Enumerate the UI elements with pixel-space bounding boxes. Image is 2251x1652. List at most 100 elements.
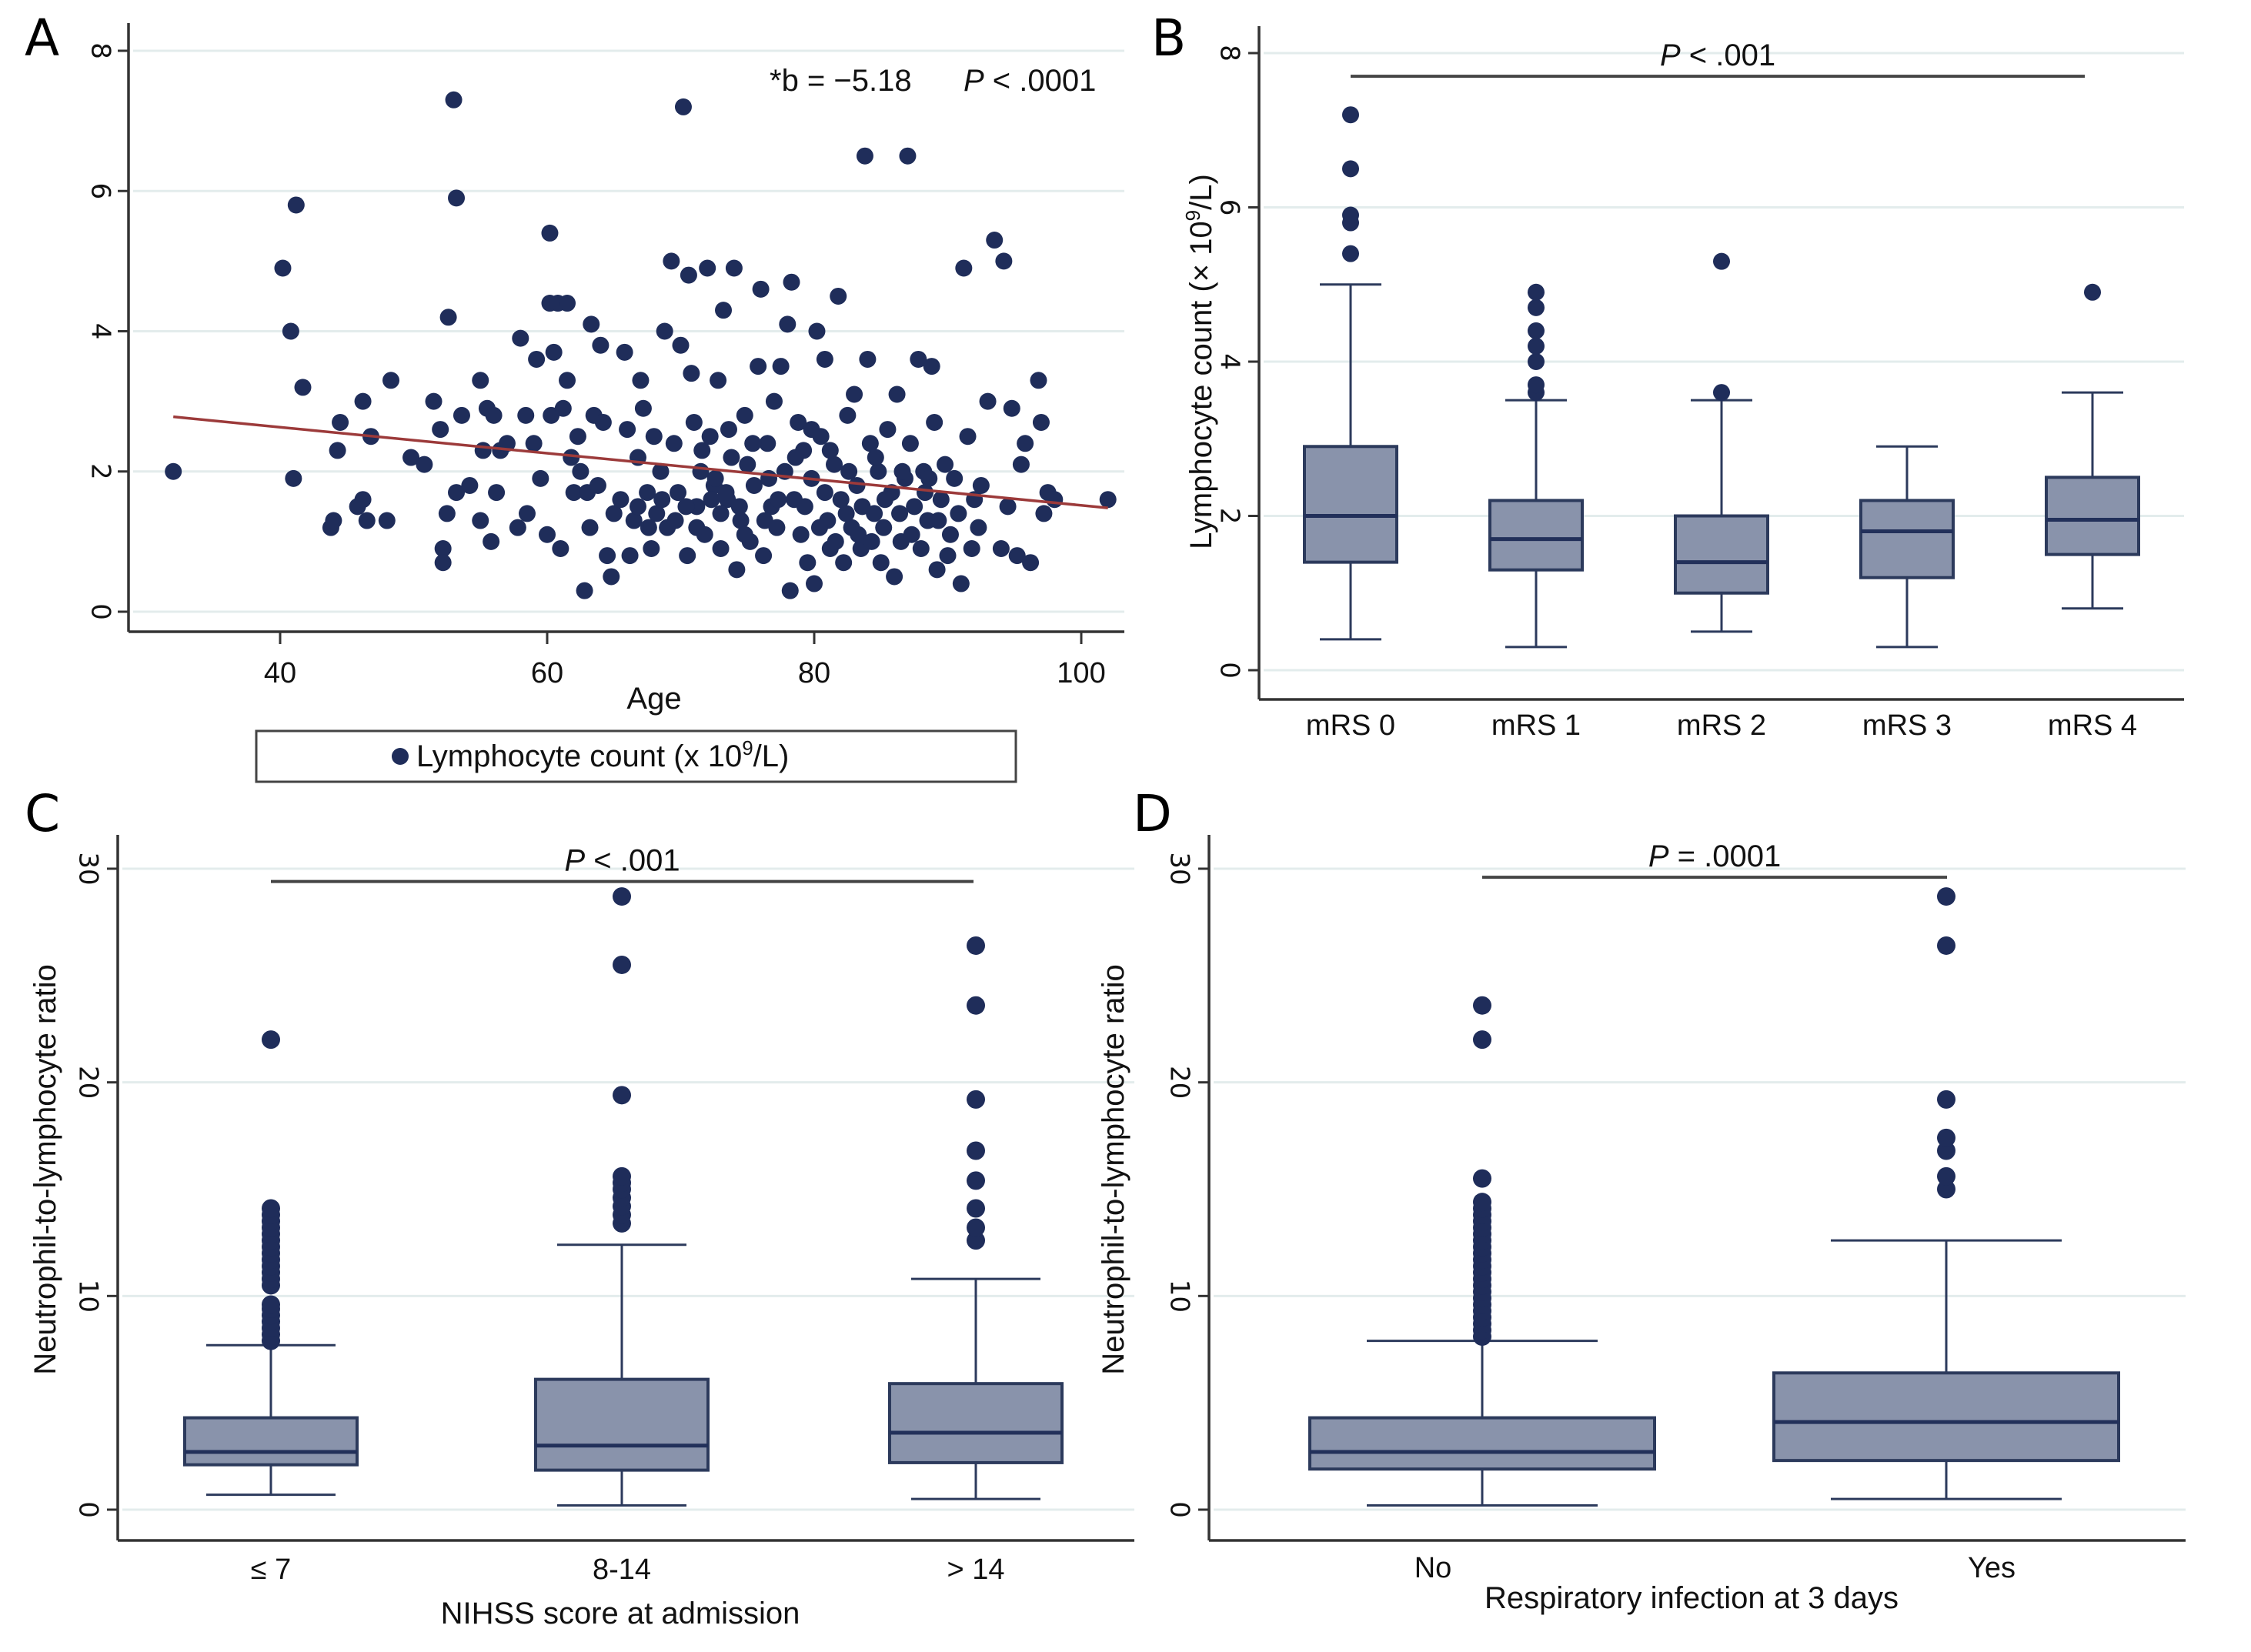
scatter-point (274, 259, 292, 277)
scatter-point (402, 449, 420, 466)
scatter-point (830, 287, 847, 305)
scatter-point (354, 392, 372, 410)
scatter-point (787, 449, 804, 466)
scatter-point (645, 428, 663, 446)
scatter-point (559, 372, 576, 389)
scatter-point (517, 406, 535, 424)
scatter-point (472, 372, 489, 389)
scatter-point (1008, 547, 1026, 565)
outlier-point (1528, 299, 1545, 316)
scatter-point (665, 435, 683, 452)
scatter-point (806, 575, 823, 592)
outlier-point (967, 996, 985, 1015)
scatter-point (629, 498, 646, 516)
p-value-label: P < .001 (564, 844, 680, 878)
scatter-point (605, 505, 623, 522)
scatter-point (425, 392, 443, 410)
scatter-point (899, 147, 917, 165)
scatter-point (745, 476, 763, 494)
scatter-point (730, 498, 748, 516)
scatter-point (725, 259, 743, 277)
scatter-point (448, 484, 466, 502)
scatter-point (592, 336, 610, 354)
scatter-point (728, 561, 746, 579)
scatter-point (736, 526, 753, 543)
box-iqr (1674, 514, 1769, 595)
regression-line (173, 415, 1108, 509)
outlier-point (1937, 1090, 1955, 1109)
scatter-point (979, 392, 997, 410)
scatter-point (995, 252, 1013, 270)
box-iqr (1303, 445, 1398, 564)
x-axis-title: Age (626, 682, 681, 716)
y-tick-label: 6 (85, 182, 116, 199)
scatter-point (576, 582, 593, 599)
scatter-point (545, 343, 563, 361)
outlier-point (1342, 245, 1359, 262)
scatter-point (358, 512, 376, 529)
scatter-point (867, 449, 884, 466)
scatter-point (699, 259, 716, 277)
scatter-point (541, 224, 559, 242)
scatter-point (692, 462, 710, 480)
box-iqr (183, 1416, 359, 1467)
box-iqr (534, 1377, 710, 1472)
scatter-point (853, 498, 871, 516)
outlier-point (1473, 1193, 1491, 1212)
annotation-b: *b = −5.18 (770, 64, 912, 98)
y-tick-label: 10 (73, 1280, 104, 1313)
category-label: mRS 2 (1677, 709, 1766, 742)
scatter-point (652, 462, 670, 480)
scatter-point (1099, 491, 1117, 509)
box-iqr (1488, 499, 1584, 572)
x-tick-label: 100 (1057, 657, 1105, 689)
scatter-point (461, 476, 479, 494)
y-tick-label: 0 (1214, 662, 1245, 679)
scatter-point (518, 505, 536, 522)
scatter-point (528, 350, 546, 368)
scatter-point (434, 554, 452, 572)
category-label: > 14 (947, 1554, 1004, 1586)
annotation-p: P < .0001 (964, 64, 1096, 98)
scatter-point (472, 512, 489, 529)
panel-letter-a: A (25, 8, 59, 68)
outlier-point (1937, 1128, 1955, 1147)
outlier-point (1342, 206, 1359, 224)
scatter-point (736, 406, 753, 424)
x-axis-title: Respiratory infection at 3 days (1485, 1581, 1899, 1615)
scatter-point (688, 519, 706, 536)
scatter-point (772, 358, 790, 375)
scatter-point (723, 449, 740, 466)
scatter-point (563, 449, 580, 466)
scatter-point (693, 442, 711, 459)
scatter-point (840, 462, 858, 480)
outlier-point (1528, 322, 1545, 339)
y-tick-label: 4 (85, 323, 116, 340)
outlier-point (967, 1231, 985, 1250)
outlier-point (967, 1171, 985, 1190)
p-value-label: P < .001 (1660, 38, 1775, 72)
scatter-point (677, 498, 695, 516)
category-label: No (1414, 1552, 1452, 1584)
y-axis-title: Neutrophil-to-lymphocyte ratio (1097, 964, 1131, 1375)
outlier-point (967, 936, 985, 955)
scatter-point (891, 505, 909, 522)
scatter-point (750, 358, 767, 375)
legend-marker (392, 748, 409, 765)
scatter-point (483, 532, 500, 550)
scatter-point (756, 512, 773, 529)
scatter-point (1012, 456, 1030, 473)
scatter-point (803, 421, 820, 439)
scatter-point (992, 539, 1010, 557)
scatter-point (790, 413, 807, 431)
y-tick-label: 0 (85, 603, 116, 620)
scatter-point (810, 519, 828, 536)
scatter-point (912, 539, 930, 557)
scatter-point (792, 526, 810, 543)
y-tick-label: 20 (73, 1066, 104, 1099)
scatter-point (903, 526, 920, 543)
y-tick-label: 20 (1164, 1066, 1195, 1099)
scatter-point (416, 456, 433, 473)
category-label: mRS 3 (1862, 709, 1952, 742)
scatter-point (837, 505, 855, 522)
